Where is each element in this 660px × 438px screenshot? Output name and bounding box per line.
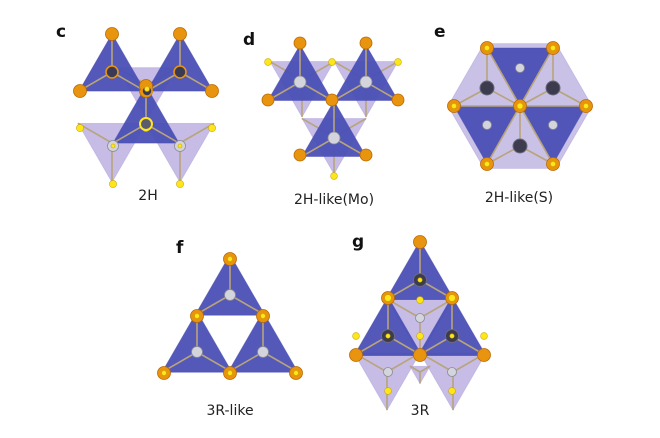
s-atom <box>484 45 490 51</box>
s-atom <box>352 332 360 340</box>
s-atom <box>76 124 84 132</box>
s-atom <box>449 333 455 339</box>
s-atom <box>161 370 167 376</box>
mo-atom <box>477 348 491 362</box>
caption-2h: 2H <box>138 188 158 204</box>
mo-atom <box>349 348 363 362</box>
s-atom-gray <box>415 313 425 323</box>
s-atom <box>177 143 183 149</box>
s-atom <box>260 313 266 319</box>
s-atom-gray <box>447 367 457 377</box>
center-atom <box>139 117 153 131</box>
panel-letter-d: d <box>243 30 256 50</box>
s-atom <box>416 332 424 340</box>
s-atom-gray <box>191 346 203 358</box>
s-atom-gray <box>359 75 373 89</box>
bond <box>519 47 554 107</box>
center-atom <box>173 65 187 79</box>
s-atom <box>144 86 150 92</box>
s-atom <box>451 103 457 109</box>
s-atom <box>480 332 488 340</box>
s-atom <box>416 296 424 304</box>
s-atom-gray <box>327 131 341 145</box>
s-atom <box>194 313 200 319</box>
mo-atom <box>293 36 307 50</box>
mo-atom <box>413 348 427 362</box>
s-atom <box>516 102 524 110</box>
caption-2h-like-mo: 2H-like(Mo) <box>293 192 375 208</box>
bond <box>409 365 421 373</box>
s-atom-gray <box>482 120 492 130</box>
s-atom <box>264 58 272 66</box>
s-atom-gray <box>515 63 525 73</box>
panel-letter-g: g <box>352 232 365 252</box>
s-atom <box>227 370 233 376</box>
s-atom <box>176 180 184 188</box>
bond <box>519 105 554 165</box>
s-atom <box>550 45 556 51</box>
mo-atom <box>391 93 405 107</box>
s-atom-gray <box>383 367 393 377</box>
mo-atom <box>105 27 119 41</box>
mo-atom <box>413 235 427 249</box>
s-atom <box>384 387 392 395</box>
s-atom <box>448 387 456 395</box>
bond <box>486 47 521 107</box>
bond <box>179 122 215 144</box>
mo-atom <box>261 93 275 107</box>
s-atom <box>109 180 117 188</box>
bond <box>77 122 113 144</box>
bond <box>486 105 521 165</box>
mo-atom <box>205 84 219 98</box>
mo-atom <box>359 148 373 162</box>
s-atom-gray <box>224 289 236 301</box>
s-atom <box>330 172 338 180</box>
center-atom <box>512 138 528 154</box>
s-atom-gray <box>548 120 558 130</box>
s-atom <box>384 294 392 302</box>
mo-atom <box>73 84 87 98</box>
s-atom <box>583 103 589 109</box>
mo-atom <box>173 27 187 41</box>
panel-letter-f: f <box>176 238 184 258</box>
center-atom <box>545 80 561 96</box>
panel-letter-c: c <box>56 22 67 42</box>
s-atom <box>293 370 299 376</box>
mo-atom <box>325 93 339 107</box>
panel-letter-e: e <box>434 22 446 42</box>
caption-2h-like-s: 2H-like(S) <box>484 190 554 206</box>
s-atom <box>110 143 116 149</box>
s-atom <box>484 161 490 167</box>
s-atom <box>417 277 423 283</box>
mo-atom <box>293 148 307 162</box>
s-atom <box>208 124 216 132</box>
s-atom <box>448 294 456 302</box>
s-atom <box>385 333 391 339</box>
center-atom <box>479 80 495 96</box>
bond <box>419 365 431 373</box>
caption-3r-like: 3R-like <box>206 403 254 419</box>
s-atom <box>227 256 233 262</box>
s-atom <box>394 58 402 66</box>
center-atom <box>105 65 119 79</box>
mo-atom <box>359 36 373 50</box>
s-atom-gray <box>293 75 307 89</box>
s-atom <box>550 161 556 167</box>
s-atom-gray <box>257 346 269 358</box>
s-atom <box>328 58 336 66</box>
caption-3r: 3R <box>410 403 430 419</box>
